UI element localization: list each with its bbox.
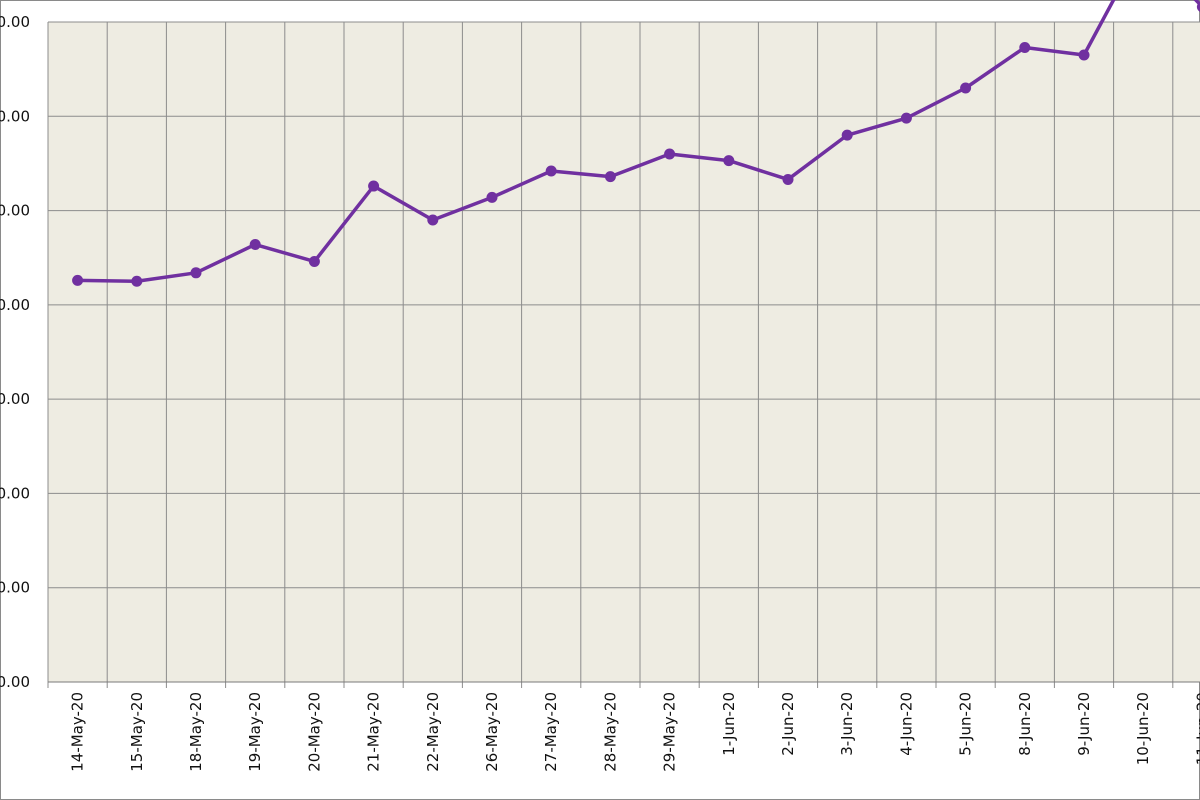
data-markers: [72, 1, 1200, 287]
x-tick-label: 15-May-20: [128, 692, 146, 772]
x-tick-label: 4-Jun-20: [897, 692, 915, 756]
data-point: [604, 171, 616, 183]
data-point: [960, 82, 972, 94]
data-point: [900, 112, 912, 124]
x-tick-label: 14-May-20: [69, 692, 87, 772]
x-tick-label: 10-Jun-20: [1134, 692, 1152, 765]
series-line: [77, 0, 1200, 284]
x-tick-label: 20-May-20: [305, 692, 323, 772]
data-point: [1196, 1, 1200, 12]
data-point: [1078, 49, 1090, 61]
data-point: [308, 255, 320, 267]
x-tick-label: 11-Jun-20: [1193, 692, 1200, 765]
y-tick-label: 0.00: [0, 579, 30, 597]
x-tick-label: 26-May-20: [483, 692, 501, 772]
x-tick-label: 19-May-20: [246, 692, 264, 772]
x-tick-label: 18-May-20: [187, 692, 205, 772]
data-point: [190, 267, 202, 279]
y-tick-label: 0.00: [0, 107, 30, 125]
data-point: [486, 191, 498, 203]
x-tick-label: 28-May-20: [601, 692, 619, 772]
x-tick-label: 9-Jun-20: [1075, 692, 1093, 756]
x-tick-label: 21-May-20: [365, 692, 383, 772]
data-point: [1019, 41, 1031, 53]
data-point: [72, 274, 84, 286]
data-point: [368, 180, 380, 192]
x-tick-label: 1-Jun-20: [720, 692, 738, 756]
y-tick-label: 0.00: [0, 202, 30, 220]
data-point: [131, 275, 143, 287]
data-point: [664, 148, 676, 160]
y-axis-tick-labels: 0.00 0.00 0.00 0.00 0.00 0.00 0.00 0.00: [0, 13, 30, 691]
x-tick-label: 29-May-20: [661, 692, 679, 772]
y-tick-label: 0.00: [0, 673, 30, 691]
data-point: [545, 165, 557, 177]
x-tick-label: 5-Jun-20: [957, 692, 975, 756]
x-tick-label: 27-May-20: [542, 692, 560, 772]
vertical-gridlines: [47, 22, 1174, 688]
data-point: [249, 239, 261, 251]
y-tick-label: 0.00: [0, 484, 30, 502]
data-point: [841, 129, 853, 141]
data-point: [427, 214, 439, 226]
y-tick-label: 0.00: [0, 296, 30, 314]
x-tick-label: 2-Jun-20: [779, 692, 797, 756]
x-tick-label: 8-Jun-20: [1016, 692, 1034, 756]
data-point: [723, 155, 735, 167]
y-tick-label: 0.00: [0, 390, 30, 408]
plot-area: [48, 22, 1200, 682]
y-tick-label: 0.00: [0, 13, 30, 31]
x-axis-tick-labels: 14-May-20 15-May-20 18-May-20 19-May-20 20-M…: [69, 692, 1200, 772]
x-tick-label: 22-May-20: [424, 692, 442, 772]
x-tick-label: 3-Jun-20: [838, 692, 856, 756]
data-point: [782, 173, 794, 185]
